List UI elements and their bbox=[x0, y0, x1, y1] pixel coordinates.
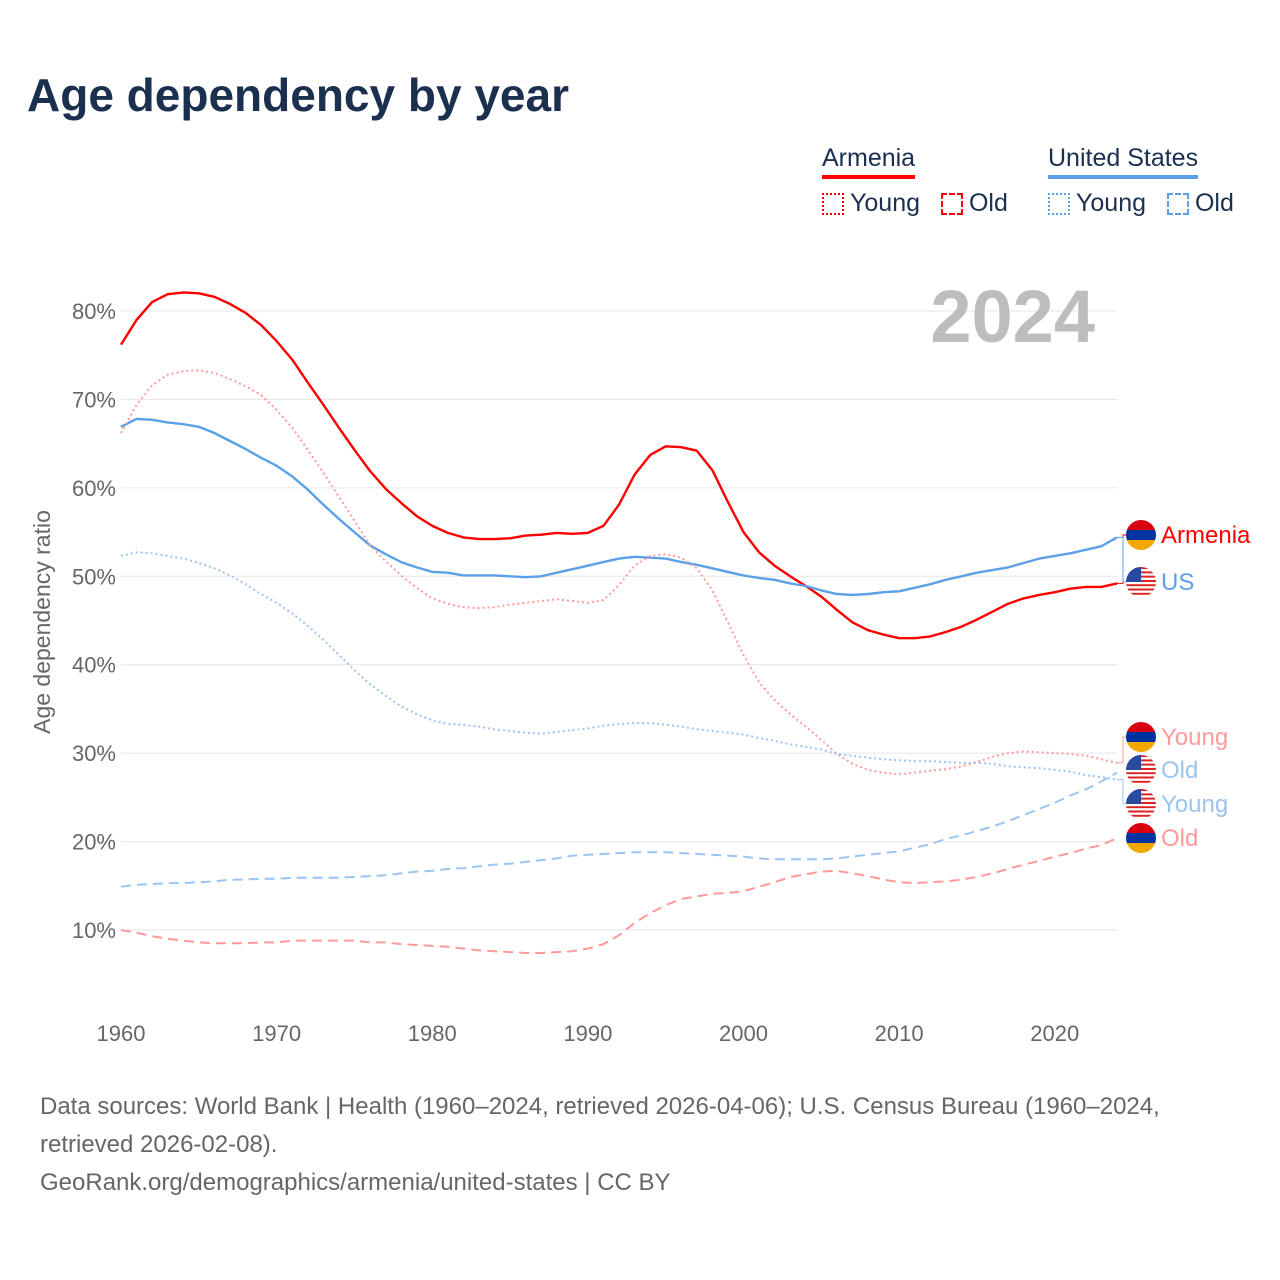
chart-title: Age dependency by year bbox=[27, 69, 569, 121]
end-label: Old bbox=[1161, 825, 1198, 852]
legend-us-title: United States bbox=[1048, 144, 1199, 179]
x-tick-label: 2010 bbox=[875, 1021, 924, 1046]
end-label: Young bbox=[1161, 791, 1228, 818]
label-connector bbox=[1117, 779, 1126, 805]
y-tick-label: 70% bbox=[72, 387, 116, 412]
y-axis-label: Age dependency ratio bbox=[29, 510, 55, 734]
legend-label: Young bbox=[850, 189, 920, 217]
us-flag-icon bbox=[1126, 789, 1156, 819]
y-tick-label: 50% bbox=[72, 564, 116, 589]
y-tick-label: 40% bbox=[72, 653, 116, 678]
legend-label: Old bbox=[1194, 189, 1234, 217]
legend-armenia-old: Old bbox=[940, 189, 1008, 218]
dotted-swatch-icon bbox=[1048, 192, 1070, 215]
label-connector bbox=[1117, 534, 1126, 584]
x-tick-label: 2000 bbox=[719, 1021, 768, 1046]
y-tick-label: 80% bbox=[72, 299, 116, 324]
armenia-flag-icon bbox=[1126, 520, 1156, 550]
us-flag-icon bbox=[1126, 755, 1156, 785]
data-sources: Data sources: World Bank | Health (1960–… bbox=[40, 1093, 1160, 1158]
x-tick-label: 1990 bbox=[563, 1021, 612, 1046]
credit-link[interactable]: GeoRank.org/demographics/armenia/united-… bbox=[40, 1169, 671, 1196]
dotted-swatch-icon bbox=[822, 192, 844, 215]
armenia-flag-icon bbox=[1126, 722, 1156, 752]
legend-united-states: United States Young Old bbox=[1048, 144, 1248, 222]
legend-armenia-title: Armenia bbox=[822, 144, 916, 179]
series-line-united-states[interactable] bbox=[120, 417, 1118, 597]
label-connector bbox=[1117, 536, 1126, 583]
y-tick-label: 10% bbox=[72, 918, 116, 943]
x-tick-label: 1960 bbox=[97, 1021, 146, 1046]
y-tick-label: 60% bbox=[72, 476, 116, 501]
x-tick-label: 2020 bbox=[1030, 1021, 1079, 1046]
end-label: Old bbox=[1161, 757, 1198, 784]
series-line-armenia-old[interactable] bbox=[120, 837, 1118, 954]
x-tick-label: 1980 bbox=[408, 1021, 457, 1046]
x-tick-label: 1970 bbox=[252, 1021, 301, 1046]
end-label: Young bbox=[1161, 724, 1228, 751]
y-tick-label: 20% bbox=[72, 830, 116, 855]
series-line-armenia-young[interactable] bbox=[120, 369, 1118, 776]
legend-label: Old bbox=[968, 189, 1008, 217]
legend-us-young: Young bbox=[1048, 189, 1146, 218]
legend-us-old: Old bbox=[1166, 189, 1234, 218]
armenia-flag-icon bbox=[1126, 823, 1156, 853]
label-connector bbox=[1117, 736, 1126, 764]
y-tick-label: 30% bbox=[72, 741, 116, 766]
footer: Data sources: World Bank | Health (1960–… bbox=[40, 1088, 1250, 1202]
series-line-united-states-young[interactable] bbox=[120, 551, 1118, 781]
end-label: Armenia bbox=[1161, 522, 1251, 549]
series-line-armenia[interactable] bbox=[119, 291, 1118, 640]
legend-armenia-young: Young bbox=[822, 189, 920, 218]
dashed-swatch-icon bbox=[940, 192, 963, 215]
year-watermark: 2024 bbox=[930, 275, 1095, 358]
us-flag-icon bbox=[1126, 567, 1156, 597]
end-label: US bbox=[1161, 569, 1194, 596]
series-line-united-states-old[interactable] bbox=[120, 771, 1118, 888]
legend-label: Young bbox=[1076, 189, 1146, 217]
dashed-swatch-icon bbox=[1166, 192, 1189, 215]
legend-armenia: Armenia Young Old bbox=[822, 144, 1022, 222]
